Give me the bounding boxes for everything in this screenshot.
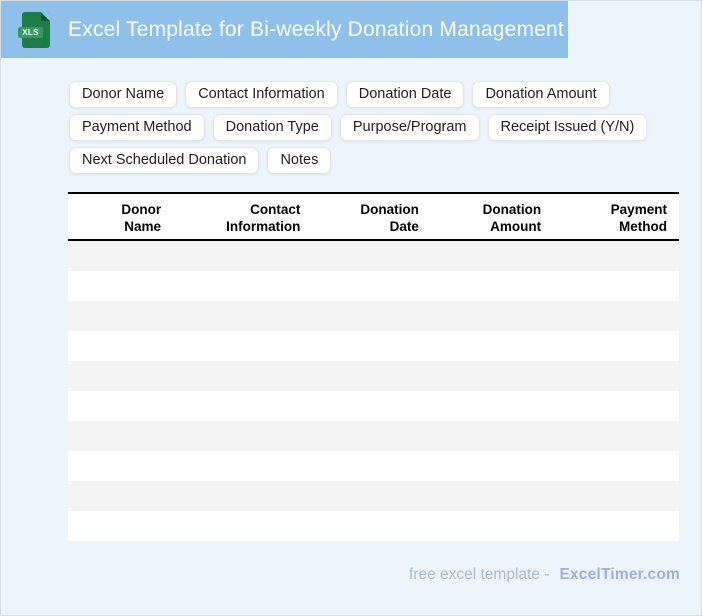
field-tag-chip[interactable]: Payment Method: [69, 114, 205, 141]
donation-table: Donor Name Contact Information Donation …: [68, 192, 679, 541]
xls-badge-label: XLS: [18, 27, 43, 38]
column-header-donor-name: Donor Name: [121, 202, 162, 234]
field-tag-chip[interactable]: Purpose/Program: [339, 114, 480, 141]
column-header-payment-method: Payment Method: [610, 202, 667, 234]
template-fields-tags: Donor Name Contact Information Donation Da…: [69, 81, 669, 180]
table-row: [68, 511, 679, 541]
header-banner: XLS Excel Template for Bi-weekly Donatio…: [1, 1, 568, 58]
footer-brand-link[interactable]: ExcelTimer.com: [559, 566, 680, 583]
column-header-donation-amount: Donation Amount: [482, 202, 542, 234]
table-row: [68, 331, 679, 361]
field-tag-chip[interactable]: Contact Information: [185, 81, 338, 108]
table-row: [68, 361, 679, 391]
table-row: [68, 481, 679, 511]
page-title: Excel Template for Bi-weekly Donation Ma…: [68, 17, 564, 41]
table-row: [68, 271, 679, 301]
tag-chip-row: Donor Name Contact Information Donation Da…: [69, 81, 669, 108]
column-header-donation-date: Donation Date: [360, 202, 419, 234]
table-row: [68, 241, 679, 271]
table-header-row: Donor Name Contact Information Donation …: [68, 192, 679, 241]
field-tag-chip[interactable]: Donation Amount: [472, 81, 610, 108]
tag-chip-row: Next Scheduled Donation Notes: [69, 147, 669, 174]
footer-text: free excel template -: [409, 566, 550, 583]
table-row: [68, 391, 679, 421]
xls-file-icon: XLS: [18, 12, 50, 48]
xls-file-fold-corner: [41, 12, 50, 21]
field-tag-chip[interactable]: Donor Name: [69, 81, 178, 108]
column-header-contact-information: Contact Information: [226, 202, 301, 234]
field-tag-chip[interactable]: Donation Date: [345, 81, 465, 108]
tag-chip-row: Payment Method Donation Type Purpose/Progr…: [69, 114, 669, 141]
table-row: [68, 301, 679, 331]
field-tag-chip[interactable]: Notes: [267, 147, 332, 174]
table-row: [68, 421, 679, 451]
table-body: [68, 241, 679, 541]
field-tag-chip[interactable]: Donation Type: [212, 114, 332, 141]
table-row: [68, 451, 679, 481]
field-tag-chip[interactable]: Next Scheduled Donation: [69, 147, 260, 174]
field-tag-chip[interactable]: Receipt Issued (Y/N): [487, 114, 648, 141]
footer: free excel template - ExcelTimer.com: [409, 566, 680, 584]
